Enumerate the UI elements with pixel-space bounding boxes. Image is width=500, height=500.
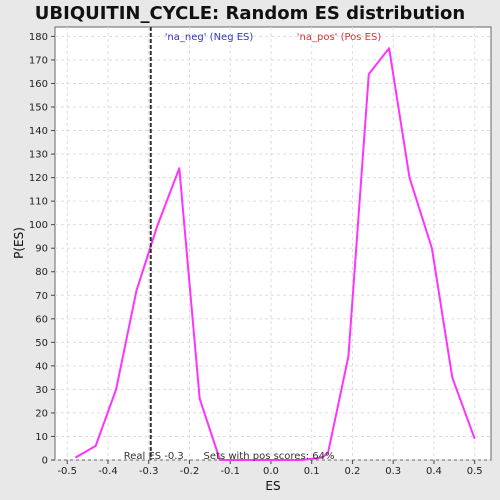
y-axis-label: P(ES): [12, 227, 26, 259]
x-tick-label: -0.1: [220, 466, 240, 477]
y-tick-label: 180: [29, 32, 48, 43]
x-tick-label: 0.0: [263, 466, 279, 477]
pos-scores-annotation: Sets with pos scores: 64%: [204, 451, 335, 462]
chart-title: UBIQUITIN_CYCLE: Random ES distribution: [35, 3, 465, 24]
es-distribution-line: [74, 47, 476, 461]
real-es-label: Real ES -0.3: [124, 451, 184, 462]
x-tick-label: -0.3: [139, 466, 159, 477]
x-tick-label: -0.4: [98, 466, 118, 477]
y-tick-label: 30: [35, 385, 48, 396]
y-tick-label: 40: [35, 361, 48, 372]
y-tick-label: 20: [35, 408, 48, 419]
x-tick-label: 0.2: [345, 466, 361, 477]
y-tick-label: 10: [35, 432, 48, 443]
y-tick-label: 50: [35, 338, 48, 349]
y-tick-label: 120: [29, 173, 48, 184]
y-tick-label: 100: [29, 220, 48, 231]
y-tick-label: 80: [35, 267, 48, 278]
x-tick-label: 0.5: [467, 466, 483, 477]
x-tick-label: 0.1: [304, 466, 320, 477]
y-tick-label: 160: [29, 79, 48, 90]
y-tick-label: 0: [42, 456, 48, 467]
y-tick-label: 130: [29, 150, 48, 161]
legend-entry: 'na_neg' (Neg ES): [165, 32, 254, 43]
y-tick-label: 140: [29, 126, 48, 137]
grid: [55, 27, 491, 461]
series-layer: [74, 47, 476, 461]
plot-area: [54, 26, 492, 461]
y-tick-label: 70: [35, 291, 48, 302]
axis-ticks: 0 10 20 30 40 50 60 70 80 90 100 110 120 130 140 150 160…: [29, 32, 483, 477]
y-tick-label: 90: [35, 244, 48, 255]
y-tick-label: 60: [35, 314, 48, 325]
x-tick-label: 0.4: [426, 466, 442, 477]
legend: 'na_neg' (Neg ES) 'na_pos' (Pos ES): [165, 32, 382, 43]
x-tick-label: -0.5: [57, 466, 77, 477]
x-tick-label: 0.3: [385, 466, 401, 477]
y-tick-label: 170: [29, 55, 48, 66]
y-tick-label: 110: [29, 197, 48, 208]
x-axis-label: ES: [265, 479, 280, 493]
legend-entry: 'na_pos' (Pos ES): [297, 32, 382, 43]
reference-layer: Real ES -0.3: [124, 27, 184, 462]
y-tick-label: 150: [29, 103, 48, 114]
x-tick-label: -0.2: [180, 466, 200, 477]
